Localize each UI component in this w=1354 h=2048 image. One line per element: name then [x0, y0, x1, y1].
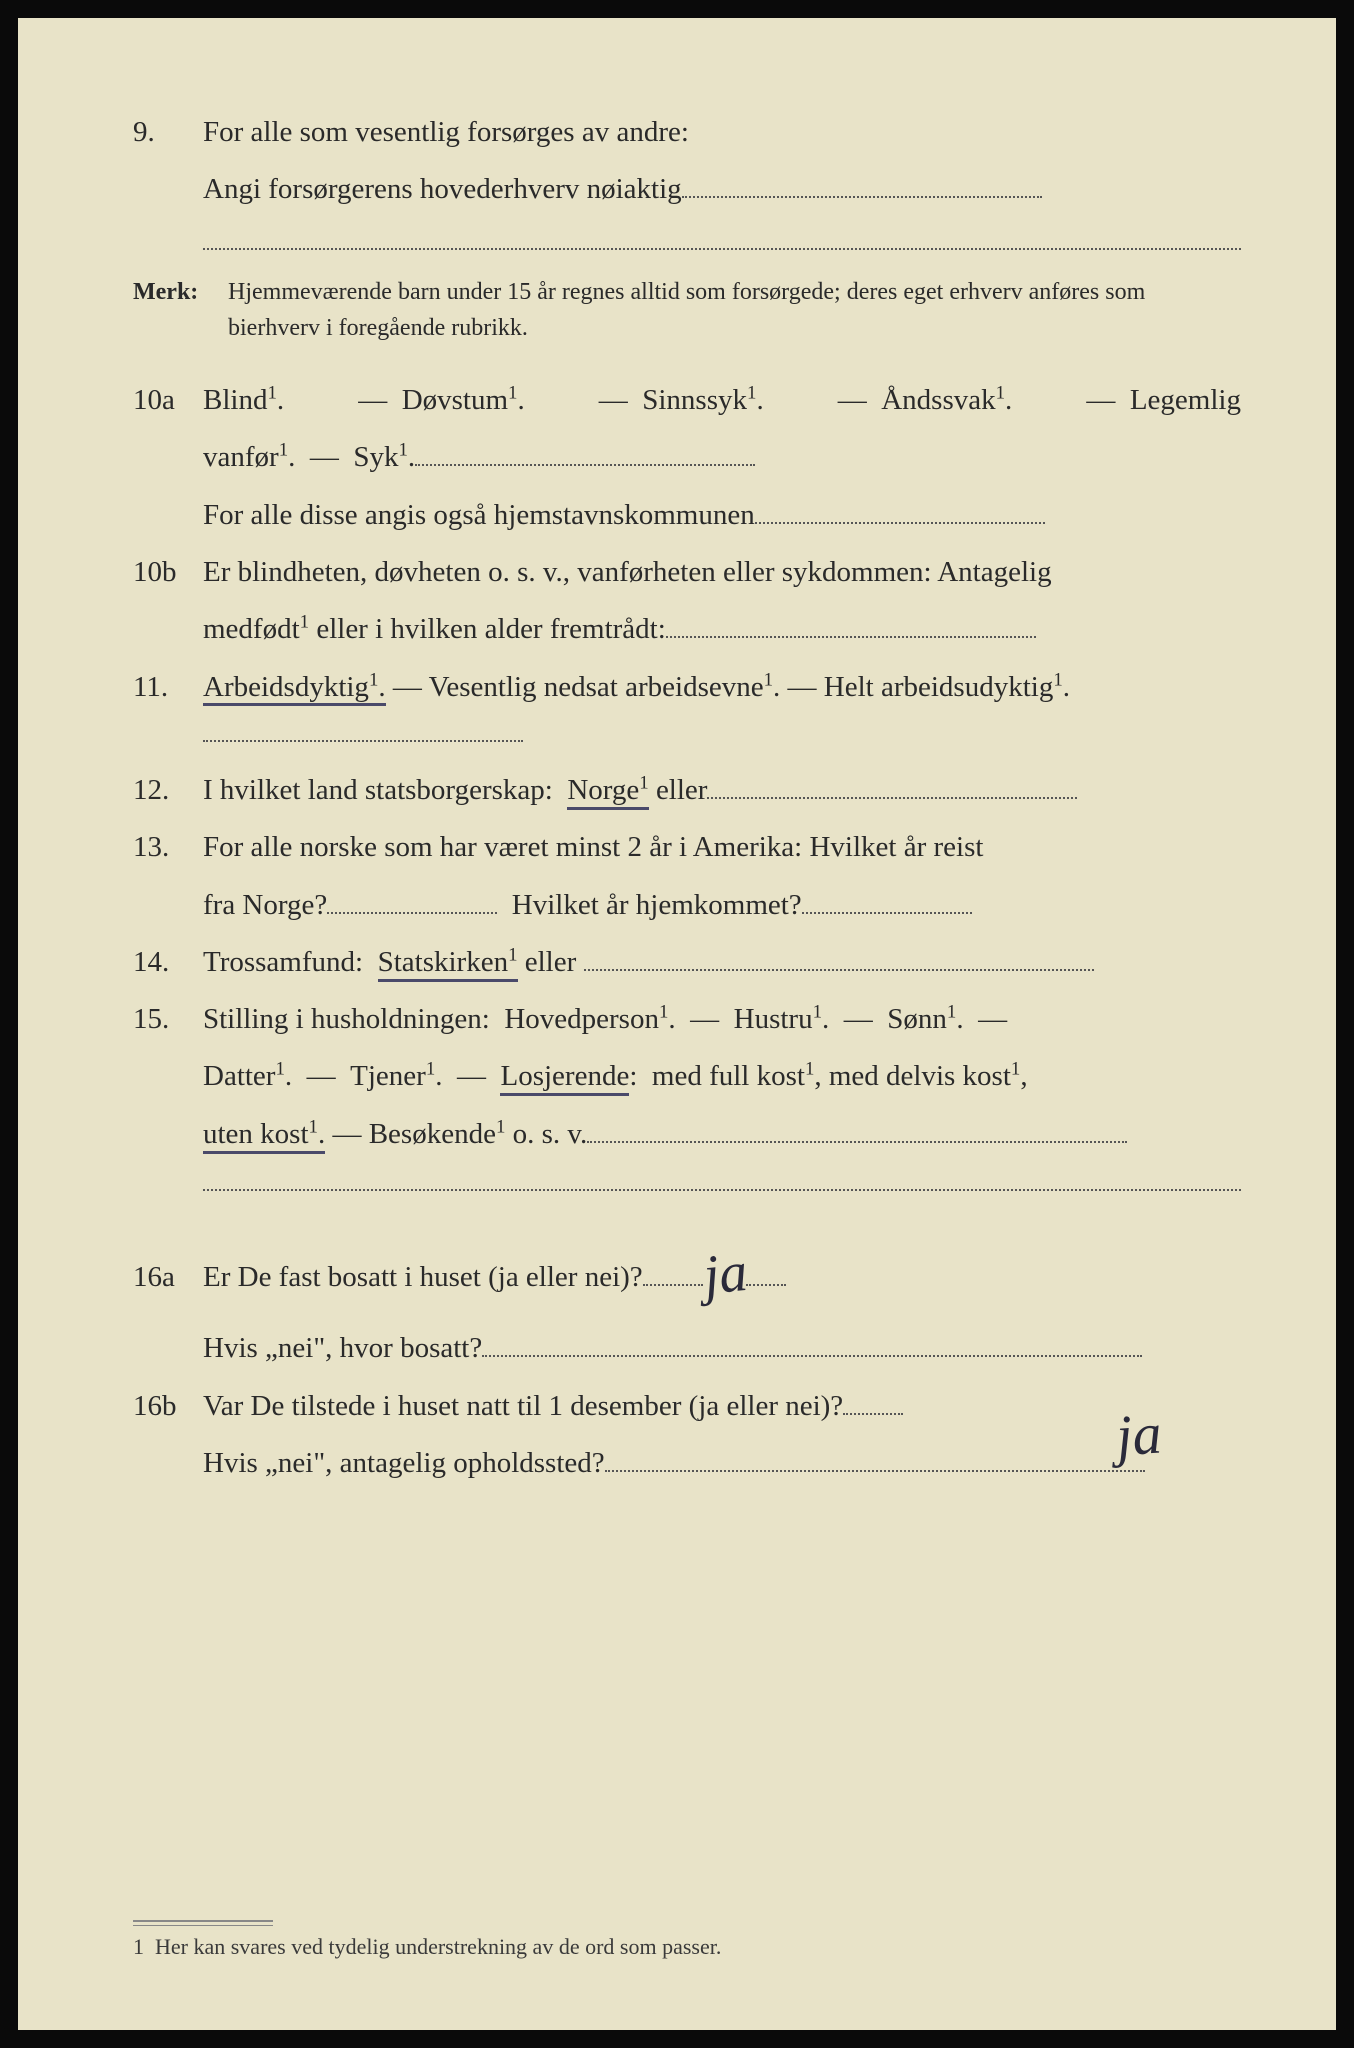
census-form-page: 9. For alle som vesentlig forsørges av a… — [0, 0, 1354, 2048]
q16b-line1: 16b Var De tilstede i huset natt til 1 d… — [133, 1382, 1241, 1431]
q9-blank — [682, 170, 1042, 198]
q10a-opt-legemlig: Legemlig — [1130, 384, 1241, 416]
q10a-vanfor: vanfør — [203, 441, 279, 473]
q10a-number: 10a — [133, 376, 203, 425]
q9-blank-line — [203, 223, 1241, 251]
q9-number: 9. — [133, 108, 203, 157]
note-row: Merk: Hjemmeværende barn under 15 år reg… — [133, 274, 1241, 346]
note-label: Merk: — [133, 274, 228, 310]
q10a-line1: 10a Blind1. — Døvstum1. — Sinnssyk1. — Å… — [133, 376, 1241, 425]
q13-hjem: Hvilket år hjemkommet? — [512, 889, 802, 921]
q15-number: 15. — [133, 995, 203, 1044]
q13-line2: fra Norge? Hvilket år hjemkommet? — [133, 881, 1241, 930]
q9-text1: For alle som vesentlig forsørges av andr… — [203, 108, 1241, 157]
q12-line: 12. I hvilket land statsborgerskap: Norg… — [133, 766, 1241, 815]
q15-line3: uten kost1. — Besøkende1 o. s. v. — [133, 1110, 1241, 1159]
q10b-number: 10b — [133, 548, 203, 597]
q10b-medfodt: medfødt — [203, 613, 300, 645]
q10b-text1: Er blindheten, døvheten o. s. v., vanfør… — [203, 548, 1241, 597]
q11-opt3: Helt arbeidsudyktig — [824, 671, 1054, 703]
q16a-line2: Hvis „nei", hvor bosatt? — [133, 1324, 1241, 1373]
footnote-text: Her kan svares ved tydelig understreknin… — [155, 1934, 721, 1959]
q15-line1: 15. Stilling i husholdningen: Hovedperso… — [133, 995, 1241, 1044]
q10b-tail: eller i hvilken alder fremtrådt: — [309, 613, 666, 645]
q10a-syk: Syk — [353, 441, 398, 473]
q16b-text2: Hvis „nei", antagelig opholdssted? — [203, 1447, 605, 1479]
q10a-hjemstavn: For alle disse angis også hjemstavnskomm… — [203, 499, 755, 531]
q14-number: 14. — [133, 938, 203, 987]
note-text: Hjemmeværende barn under 15 år regnes al… — [228, 274, 1241, 346]
q11-opt2: Vesentlig nedsat arbeidsevne — [429, 671, 764, 703]
q12-number: 12. — [133, 766, 203, 815]
q10a-opt-sinnssyk: Sinnssyk — [642, 384, 747, 416]
q10a-opt-blind: Blind — [203, 384, 267, 416]
q15-lead: Stilling i husholdningen: — [203, 1003, 490, 1035]
q10b-line1: 10b Er blindheten, døvheten o. s. v., va… — [133, 548, 1241, 597]
q11-number: 11. — [133, 663, 203, 712]
q11-line: 11. Arbeidsdyktig1. — Vesentlig nedsat a… — [133, 663, 1241, 712]
q9-line2: Angi forsørgerens hovederhverv nøiaktig — [133, 165, 1241, 214]
footnote-rule — [133, 1920, 273, 1926]
q16b-answer-handwritten: ja — [1113, 1384, 1165, 1486]
q16a-number: 16a — [133, 1253, 203, 1302]
q9-line1: 9. For alle som vesentlig forsørges av a… — [133, 108, 1241, 157]
q16a-text1: Er De fast bosatt i huset (ja eller nei)… — [203, 1261, 643, 1293]
footnote: 1 Her kan svares ved tydelig understrekn… — [133, 1920, 1241, 1960]
q16b-line2: Hvis „nei", antagelig opholdssted? — [133, 1439, 1241, 1488]
q13-fra: fra Norge? — [203, 889, 327, 921]
q15-utenkost-underlined: uten kost1. — [203, 1118, 325, 1154]
q12-norge-underlined: Norge1 — [567, 774, 648, 810]
q10b-line2: medfødt1 eller i hvilken alder fremtrådt… — [133, 605, 1241, 654]
q10a-line3: For alle disse angis også hjemstavnskomm… — [133, 491, 1241, 540]
q14-text: Trossamfund: — [203, 946, 363, 978]
q10a-opt-dovstum: Døvstum — [402, 384, 508, 416]
q16b-text1: Var De tilstede i huset natt til 1 desem… — [203, 1390, 843, 1422]
section-divider-2 — [203, 1189, 1241, 1191]
footnote-marker: 1 — [133, 1934, 144, 1959]
q14-statskirken-underlined: Statskirken1 — [378, 946, 518, 982]
q10a-line2: vanfør1. — Syk1. — [133, 433, 1241, 482]
q13-number: 13. — [133, 823, 203, 872]
q10a-opt-andssvak: Åndssvak — [881, 384, 995, 416]
q11-opt-underlined: Arbeidsdyktig1. — [203, 671, 386, 706]
q14-line: 14. Trossamfund: Statskirken1 eller — [133, 938, 1241, 987]
q16a-line1: 16a Er De fast bosatt i huset (ja eller … — [133, 1221, 1241, 1316]
q12-text: I hvilket land statsborgerskap: — [203, 774, 553, 806]
q16b-number: 16b — [133, 1382, 203, 1431]
q15-losjerende-underlined: Losjerende — [500, 1060, 629, 1096]
q9-text2: Angi forsørgerens hovederhverv nøiaktig — [203, 173, 682, 205]
q13-line1: 13. For alle norske som har været minst … — [133, 823, 1241, 872]
q16a-answer-handwritten: ja — [698, 1225, 751, 1324]
q16a-text2: Hvis „nei", hvor bosatt? — [203, 1332, 482, 1364]
section-divider — [203, 740, 523, 742]
q13-text1: For alle norske som har været minst 2 år… — [203, 823, 1241, 872]
q15-line2: Datter1. — Tjener1. — Losjerende: med fu… — [133, 1052, 1241, 1101]
